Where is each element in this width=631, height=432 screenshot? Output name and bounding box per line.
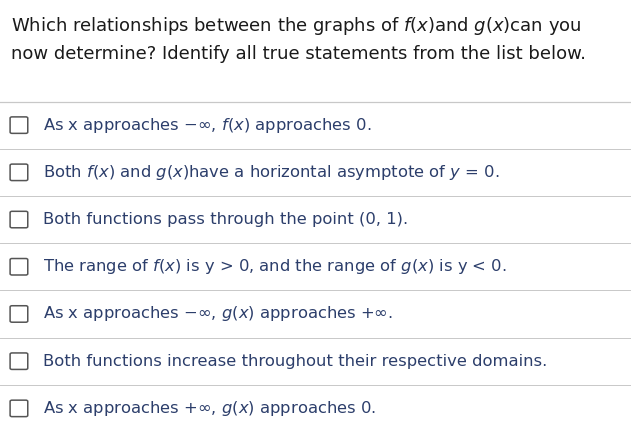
Text: Both functions increase throughout their respective domains.: Both functions increase throughout their… xyxy=(43,354,547,368)
FancyBboxPatch shape xyxy=(0,102,631,149)
Text: As x approaches $-\infty$, $\it{g(x)}$ approaches $+\infty$.: As x approaches $-\infty$, $\it{g(x)}$ a… xyxy=(43,305,393,324)
Text: As x approaches $-\infty$, $\it{f(x)}$ approaches 0.: As x approaches $-\infty$, $\it{f(x)}$ a… xyxy=(43,116,372,135)
Text: now determine? Identify all true statements from the list below.: now determine? Identify all true stateme… xyxy=(11,45,586,64)
Text: Both $\it{f(x)}$ and $\it{g(x)}$have a horizontal asymptote of $\it{y}$ = 0.: Both $\it{f(x)}$ and $\it{g(x)}$have a h… xyxy=(43,163,499,182)
FancyBboxPatch shape xyxy=(0,243,631,290)
Text: The range of $\it{f(x)}$ is y > 0, and the range of $\it{g(x)}$ is y < 0.: The range of $\it{f(x)}$ is y > 0, and t… xyxy=(43,257,507,276)
FancyBboxPatch shape xyxy=(0,290,631,337)
Text: Which relationships between the graphs of $\it{f(x)}$and $\it{g(x)}$can you: Which relationships between the graphs o… xyxy=(11,15,582,37)
Text: As x approaches $+\infty$, $\it{g(x)}$ approaches 0.: As x approaches $+\infty$, $\it{g(x)}$ a… xyxy=(43,399,376,418)
Text: Both functions pass through the point (0, 1).: Both functions pass through the point (0… xyxy=(43,212,408,227)
FancyBboxPatch shape xyxy=(0,337,631,385)
FancyBboxPatch shape xyxy=(0,196,631,243)
FancyBboxPatch shape xyxy=(0,385,631,432)
FancyBboxPatch shape xyxy=(0,149,631,196)
